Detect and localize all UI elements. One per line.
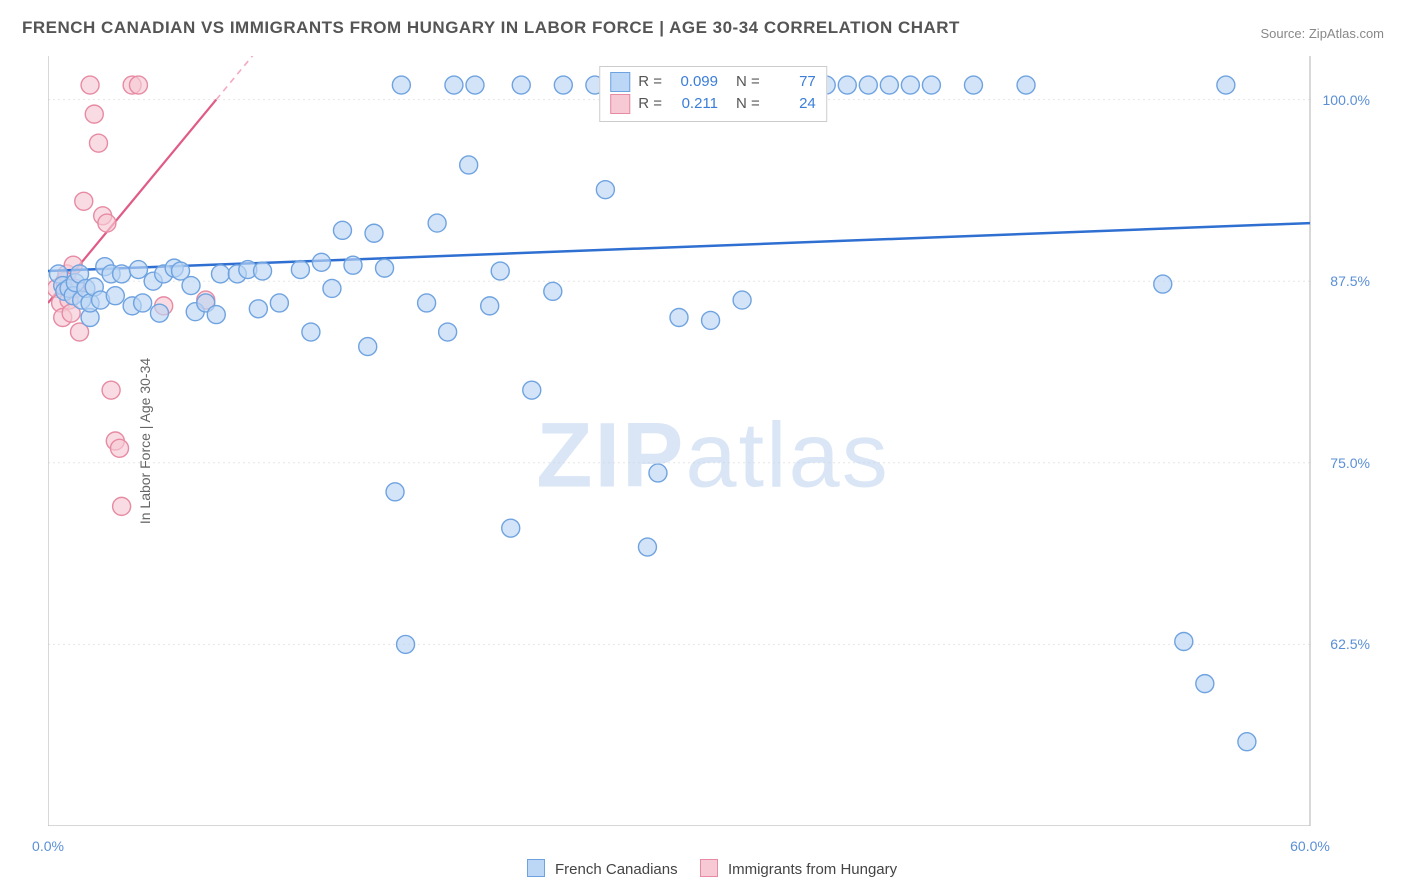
bottom-legend: French Canadians Immigrants from Hungary — [0, 859, 1406, 878]
swatch-icon — [527, 859, 545, 877]
y-tick-label: 87.5% — [1330, 273, 1370, 289]
legend-label-a: French Canadians — [555, 861, 678, 878]
stats-row-series-a: R = 0.099 N = 77 — [610, 71, 816, 93]
stats-r-label: R = — [638, 71, 662, 93]
y-tick-label: 62.5% — [1330, 636, 1370, 652]
stats-n-value-b: 24 — [768, 93, 816, 115]
stats-n-label: N = — [736, 71, 760, 93]
stats-r-label: R = — [638, 93, 662, 115]
correlation-chart: ZIPatlas In Labor Force | Age 30-34 R = … — [48, 56, 1378, 826]
x-tick-label: 0.0% — [32, 838, 64, 854]
page-title: FRENCH CANADIAN VS IMMIGRANTS FROM HUNGA… — [22, 18, 960, 38]
stats-r-value-b: 0.211 — [670, 93, 718, 115]
stats-n-value-a: 77 — [768, 71, 816, 93]
stats-row-series-b: R = 0.211 N = 24 — [610, 93, 816, 115]
swatch-icon — [610, 94, 630, 114]
swatch-icon — [610, 72, 630, 92]
stats-r-value-a: 0.099 — [670, 71, 718, 93]
stats-box: R = 0.099 N = 77 R = 0.211 N = 24 — [599, 66, 827, 122]
x-tick-label: 60.0% — [1290, 838, 1330, 854]
y-tick-label: 100.0% — [1323, 92, 1370, 108]
swatch-icon — [700, 859, 718, 877]
chart-canvas — [48, 56, 1378, 826]
stats-n-label: N = — [736, 93, 760, 115]
legend-label-b: Immigrants from Hungary — [728, 861, 897, 878]
y-axis-label: In Labor Force | Age 30-34 — [137, 358, 153, 524]
source-attribution: Source: ZipAtlas.com — [1260, 26, 1384, 41]
y-tick-label: 75.0% — [1330, 455, 1370, 471]
